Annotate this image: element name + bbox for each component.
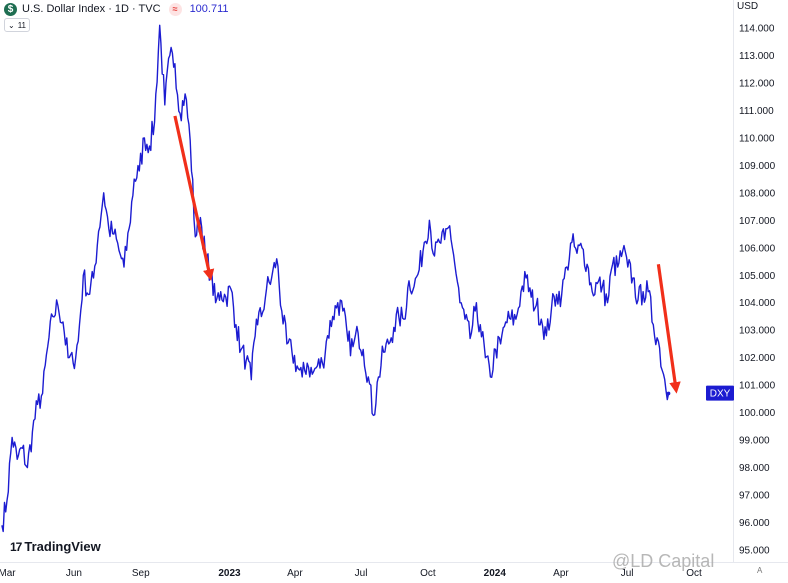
y-tick-label: 97.000	[739, 491, 770, 502]
x-tick-label: 2024	[484, 568, 507, 579]
last-value-tag-bg	[706, 385, 734, 401]
last-price: 100.711	[189, 3, 229, 15]
tradingview-icon: 17	[10, 539, 22, 554]
exchange-icon: ≈	[168, 2, 182, 16]
auto-scale-button[interactable]: A	[757, 566, 763, 575]
x-tick-label: Apr	[553, 568, 569, 579]
y-tick-label: 104.000	[739, 298, 776, 309]
last-point	[666, 391, 671, 396]
y-tick-label: 110.000	[739, 133, 775, 144]
x-tick-label: Sep	[132, 568, 150, 579]
y-tick-label: 109.000	[739, 161, 776, 172]
y-tick-label: 107.000	[739, 216, 776, 227]
x-tick-label: Apr	[287, 568, 303, 579]
indicators-toggle[interactable]: ⌄ 11	[4, 18, 31, 32]
y-tick-label: 100.000	[739, 408, 776, 419]
watermark: @LD Capital	[612, 551, 715, 571]
y-tick-label: 105.000	[739, 271, 776, 282]
x-tick-label: Jul	[621, 568, 634, 579]
symbol-title[interactable]: U.S. Dollar Index · 1D · TVC	[22, 3, 161, 15]
last-value-tag-label: DXY	[710, 389, 731, 400]
currency-label[interactable]: USD	[737, 1, 759, 12]
y-tick-label: 106.000	[739, 243, 776, 254]
indicators-count: 11	[17, 20, 27, 30]
y-tick-label: 102.000	[739, 353, 776, 364]
y-tick-label: 114.000	[739, 24, 775, 35]
y-tick-label: 98.000	[739, 463, 770, 474]
x-tick-label: 2023	[218, 568, 241, 579]
y-tick-label: 96.000	[739, 518, 770, 529]
y-tick-label: 103.000	[739, 326, 776, 337]
brand-name: TradingView	[24, 539, 101, 554]
y-tick-label: 112.000	[739, 78, 775, 89]
x-axis[interactable]: Mar Jun Sep 2023 Apr Jul Oct 2024 Apr Jul Oct	[0, 568, 702, 579]
chevron-down-icon: ⌄	[8, 20, 15, 30]
dollar-icon: $	[4, 2, 17, 16]
x-tick-label: Jul	[355, 568, 368, 579]
trend-arrow	[656, 264, 681, 394]
y-tick-label: 113.000	[739, 51, 775, 62]
series-layer	[1, 24, 671, 533]
series-line	[1, 24, 670, 533]
chart-header[interactable]: $ U.S. Dollar Index · 1D · TVC ≈ 100.711	[4, 1, 229, 17]
y-tick-label: 108.000	[739, 188, 776, 199]
trend-arrow	[173, 115, 215, 281]
x-tick-label: Oct	[686, 568, 702, 579]
y-tick-label: 99.000	[739, 436, 770, 447]
last-value-tag: DXY	[706, 385, 734, 401]
annotation-layer	[173, 115, 681, 394]
y-tick-label: 101.000	[739, 381, 776, 392]
tradingview-logo[interactable]: 17 TradingView	[10, 539, 101, 554]
x-tick-label: Jun	[66, 568, 82, 579]
y-tick-label: 95.000	[739, 546, 770, 557]
y-tick-label: 111.000	[739, 106, 774, 117]
x-tick-label: Oct	[420, 568, 436, 579]
x-tick-label: Mar	[0, 568, 16, 579]
y-axis[interactable]: 114.000 113.000 112.000 111.000 110.000 109.0…	[739, 24, 776, 557]
